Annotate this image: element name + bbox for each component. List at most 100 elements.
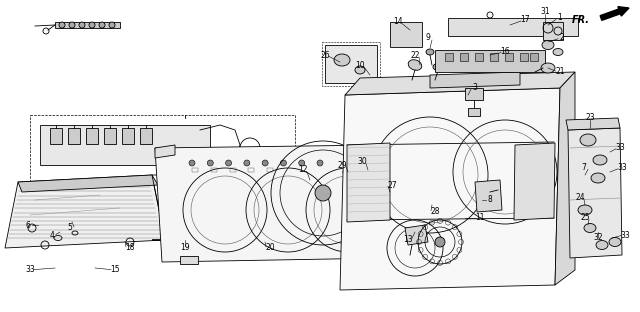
Ellipse shape (408, 60, 422, 70)
Bar (445, 53, 453, 61)
Circle shape (280, 160, 287, 166)
Bar (248, 168, 254, 172)
Circle shape (262, 160, 268, 166)
Bar (465, 88, 483, 100)
Circle shape (244, 160, 250, 166)
Bar (211, 168, 217, 172)
Circle shape (435, 237, 445, 247)
Text: 4: 4 (49, 231, 54, 240)
Text: 17: 17 (520, 16, 530, 25)
Circle shape (59, 22, 65, 28)
Ellipse shape (593, 155, 607, 165)
Bar (40, 125, 210, 165)
Bar (68, 128, 80, 144)
Bar (390, 22, 422, 47)
Text: 24: 24 (575, 193, 585, 202)
Polygon shape (555, 72, 575, 285)
Polygon shape (155, 145, 388, 262)
Bar (435, 50, 545, 72)
Text: 16: 16 (500, 47, 510, 56)
Ellipse shape (553, 48, 563, 56)
Ellipse shape (609, 237, 621, 246)
Text: 2: 2 (559, 33, 564, 42)
Bar (50, 195, 75, 213)
Text: 18: 18 (125, 243, 135, 252)
Circle shape (317, 160, 323, 166)
Text: 32: 32 (593, 233, 603, 242)
Text: 9: 9 (426, 33, 431, 42)
Polygon shape (18, 175, 158, 192)
Bar (460, 53, 468, 61)
Polygon shape (55, 22, 120, 28)
Text: 11: 11 (476, 213, 484, 222)
Bar (180, 256, 198, 264)
Circle shape (109, 22, 115, 28)
Ellipse shape (584, 223, 596, 232)
Bar (192, 168, 198, 172)
Text: 31: 31 (540, 7, 550, 17)
Ellipse shape (591, 173, 605, 183)
Text: 6: 6 (26, 221, 31, 230)
Polygon shape (347, 143, 390, 222)
Bar (325, 45, 377, 83)
Bar (520, 53, 528, 61)
Bar (530, 53, 538, 61)
Ellipse shape (355, 66, 365, 74)
Ellipse shape (580, 134, 596, 146)
Polygon shape (566, 118, 620, 130)
Ellipse shape (426, 49, 434, 55)
Text: 7: 7 (582, 163, 586, 173)
Polygon shape (5, 175, 165, 248)
Circle shape (207, 160, 213, 166)
Text: 1: 1 (557, 13, 563, 22)
Text: 33: 33 (615, 144, 625, 153)
Polygon shape (475, 180, 502, 212)
Polygon shape (568, 128, 622, 258)
Circle shape (69, 22, 75, 28)
Ellipse shape (578, 205, 592, 215)
Polygon shape (340, 88, 560, 290)
Circle shape (189, 160, 195, 166)
Polygon shape (345, 72, 575, 95)
Circle shape (99, 22, 105, 28)
Bar (322, 42, 380, 86)
Text: 15: 15 (110, 266, 120, 275)
Text: 27: 27 (387, 181, 397, 189)
Text: 33: 33 (620, 231, 630, 240)
Bar (140, 128, 152, 144)
Text: 26: 26 (320, 51, 330, 60)
Text: 33: 33 (617, 163, 627, 173)
Ellipse shape (596, 241, 608, 250)
Text: 30: 30 (357, 158, 367, 167)
Text: 19: 19 (180, 243, 190, 252)
Bar (86, 128, 98, 144)
Text: 14: 14 (393, 17, 403, 27)
Bar (355, 254, 373, 262)
Circle shape (89, 22, 95, 28)
Text: 21: 21 (556, 67, 564, 76)
Circle shape (79, 22, 85, 28)
Text: 25: 25 (580, 213, 590, 222)
Circle shape (315, 185, 331, 201)
Bar (230, 168, 236, 172)
Polygon shape (405, 225, 428, 245)
Bar (122, 128, 134, 144)
Text: 10: 10 (355, 61, 365, 70)
Ellipse shape (334, 54, 350, 66)
Polygon shape (514, 143, 555, 220)
Bar (50, 128, 62, 144)
Ellipse shape (541, 63, 555, 73)
Bar (468, 108, 480, 116)
Bar (267, 168, 273, 172)
Ellipse shape (433, 64, 443, 71)
Bar (543, 22, 563, 40)
Bar (448, 18, 578, 36)
Text: 12: 12 (298, 165, 308, 174)
Text: 23: 23 (585, 114, 595, 123)
Text: 5: 5 (68, 223, 72, 232)
Bar (475, 53, 483, 61)
Polygon shape (430, 72, 520, 88)
Text: 22: 22 (410, 51, 420, 60)
Circle shape (299, 160, 305, 166)
Text: FR.: FR. (572, 15, 590, 25)
